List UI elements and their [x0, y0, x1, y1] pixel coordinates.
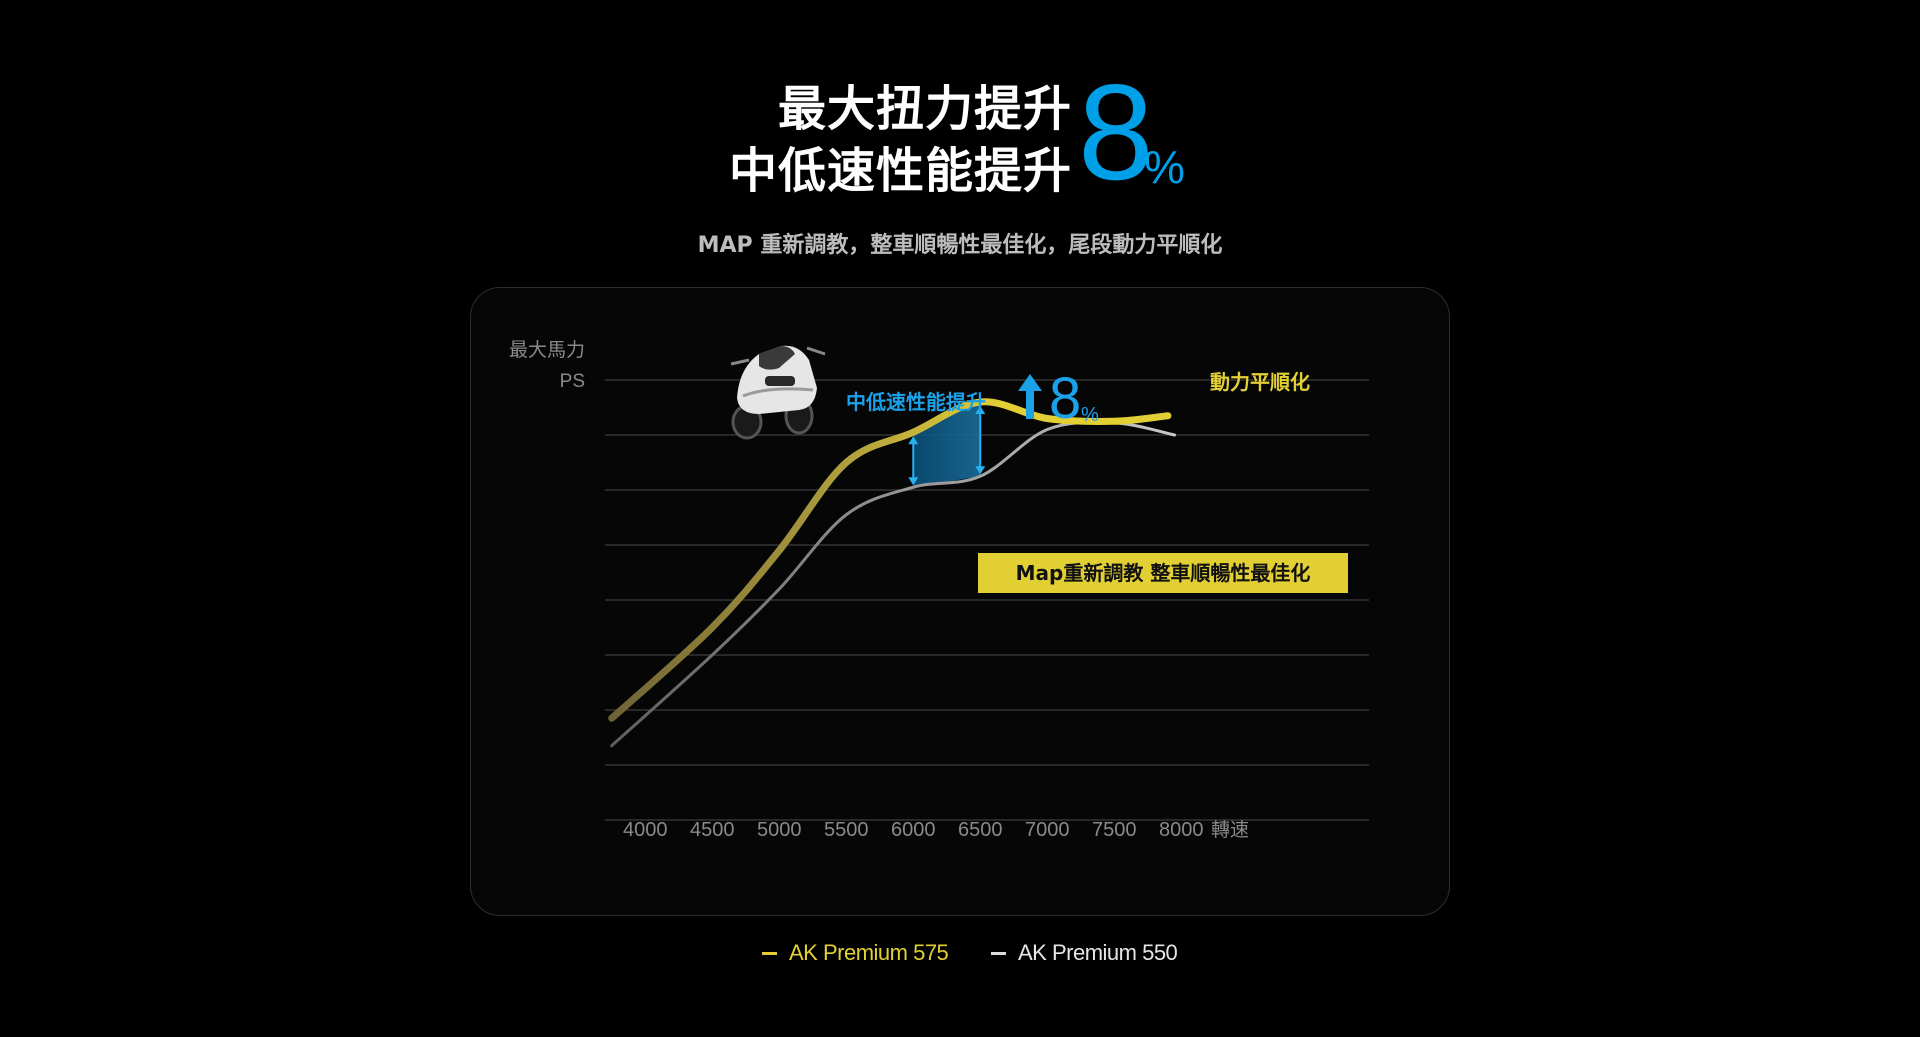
gain-area — [913, 402, 981, 488]
map-tuning-text: Map重新調教 整車順暢性最佳化 — [1016, 561, 1311, 585]
headline: 最大扭力提升 中低速性能提升 8 % — [0, 64, 1920, 210]
midspeed-percent: % — [1081, 404, 1099, 426]
x-axis-title: 轉速 — [1211, 819, 1249, 841]
map-tuning-box — [978, 553, 1348, 593]
grid-lines — [605, 379, 1369, 821]
y-axis-title: 最大馬力 — [509, 339, 585, 361]
chart-panel: 最大馬力 PS 4000 4500 5000 5500 6000 6500 7000 7500… — [470, 287, 1450, 916]
headline-text: 最大扭力提升 中低速性能提升 — [729, 78, 1072, 202]
legend-label-550: AK Premium 550 — [1018, 940, 1178, 965]
smooth-power-label: 動力平順化 — [1210, 370, 1310, 394]
x-tick-label: 6500 — [958, 819, 1003, 841]
headline-line-2: 中低速性能提升 — [728, 143, 1072, 199]
legend-label-575: AK Premium 575 — [789, 940, 949, 965]
series-line-575 — [608, 398, 1172, 722]
subtitle: MAP 重新調教，整車順暢性最佳化，尾段動力平順化 — [697, 233, 1223, 258]
double-arrow-icon — [908, 436, 919, 486]
headline-line-1: 最大扭力提升 — [777, 81, 1072, 137]
x-tick-label: 5000 — [757, 819, 802, 841]
legend-item-575: AK Premium 575 — [762, 940, 949, 966]
x-tick-labels: 4000 4500 5000 5500 6000 6500 7000 7500 8000 — [623, 819, 1204, 841]
double-arrow-icon — [975, 406, 986, 475]
gain-arrows — [908, 406, 986, 486]
x-tick-label: 4500 — [690, 819, 735, 841]
midspeed-label: 中低速性能提升 — [846, 390, 986, 414]
x-tick-label: 7000 — [1025, 819, 1070, 841]
gain-area-fill — [913, 402, 981, 488]
legend-item-550: AK Premium 550 — [991, 940, 1178, 966]
legend-swatch-550 — [991, 951, 1006, 955]
x-tick-label: 4000 — [623, 819, 668, 841]
scooter-image — [730, 345, 826, 440]
legend-swatch-575 — [762, 951, 777, 955]
x-tick-label: 8000 — [1159, 819, 1204, 841]
x-tick-label: 7500 — [1092, 819, 1137, 841]
series-lines — [608, 398, 1177, 748]
up-arrow-icon — [1018, 374, 1042, 419]
headline-percent: % — [1144, 141, 1185, 193]
x-tick-label: 5500 — [824, 819, 869, 841]
y-axis-unit: PS — [560, 371, 585, 392]
y-axis-label: 最大馬力 PS — [509, 339, 585, 392]
x-tick-label: 6000 — [891, 819, 936, 841]
performance-chart: 最大馬力 PS 4000 4500 5000 5500 6000 6500 7000 7500… — [509, 339, 1369, 841]
headline-big-number: 8 — [1078, 56, 1154, 208]
midspeed-number: 8 — [1049, 366, 1081, 431]
legend: AK Premium 575 AK Premium 550 — [0, 940, 1920, 970]
